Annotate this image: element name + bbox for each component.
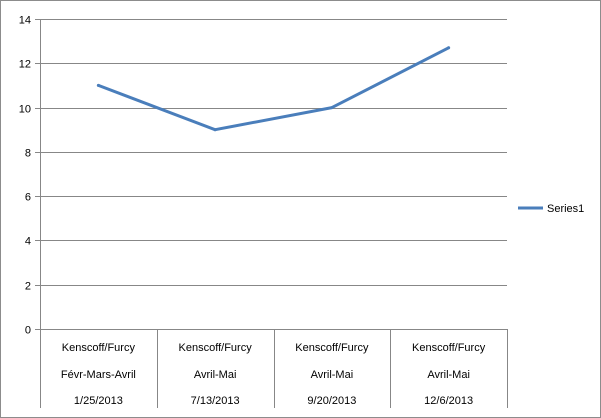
x-category-label: Avril-Mai [311, 369, 354, 381]
y-tick-label: 10 [19, 104, 31, 116]
x-category-label: Avril-Mai [194, 369, 237, 381]
x-category-label: 9/20/2013 [307, 395, 356, 407]
legend: Series1 [518, 203, 584, 215]
y-tick-label: 12 [19, 59, 31, 71]
y-axis: 0 2 4 6 8 10 12 14 [19, 15, 41, 337]
x-category-label: 1/25/2013 [74, 395, 123, 407]
y-tick-label: 8 [25, 148, 31, 160]
series-line-0 [96, 46, 451, 132]
series-group [96, 46, 451, 132]
y-tick-label: 0 [25, 325, 31, 337]
y-tick-label: 6 [25, 192, 31, 204]
x-category-label: Avril-Mai [427, 369, 470, 381]
legend-label: Series1 [547, 203, 584, 215]
data-point [330, 106, 334, 110]
y-tick-label: 4 [25, 236, 31, 248]
data-point [447, 46, 451, 50]
x-category-label: 12/6/2013 [424, 395, 473, 407]
y-tick-label: 14 [19, 15, 31, 27]
x-category-label: Kenscoff/Furcy [62, 342, 136, 354]
x-category-label: Kenscoff/Furcy [295, 342, 369, 354]
x-axis: Kenscoff/Furcy Févr-Mars-Avril 1/25/2013 Ke… [40, 329, 508, 408]
gridlines [40, 19, 507, 286]
x-category-label: Kenscoff/Furcy [179, 342, 253, 354]
x-category-label: Févr-Mars-Avril [61, 369, 136, 381]
data-point [96, 83, 100, 87]
y-tick-label: 2 [25, 281, 31, 293]
data-point [213, 128, 217, 132]
x-category-label: 7/13/2013 [191, 395, 240, 407]
x-category-label: Kenscoff/Furcy [412, 342, 486, 354]
